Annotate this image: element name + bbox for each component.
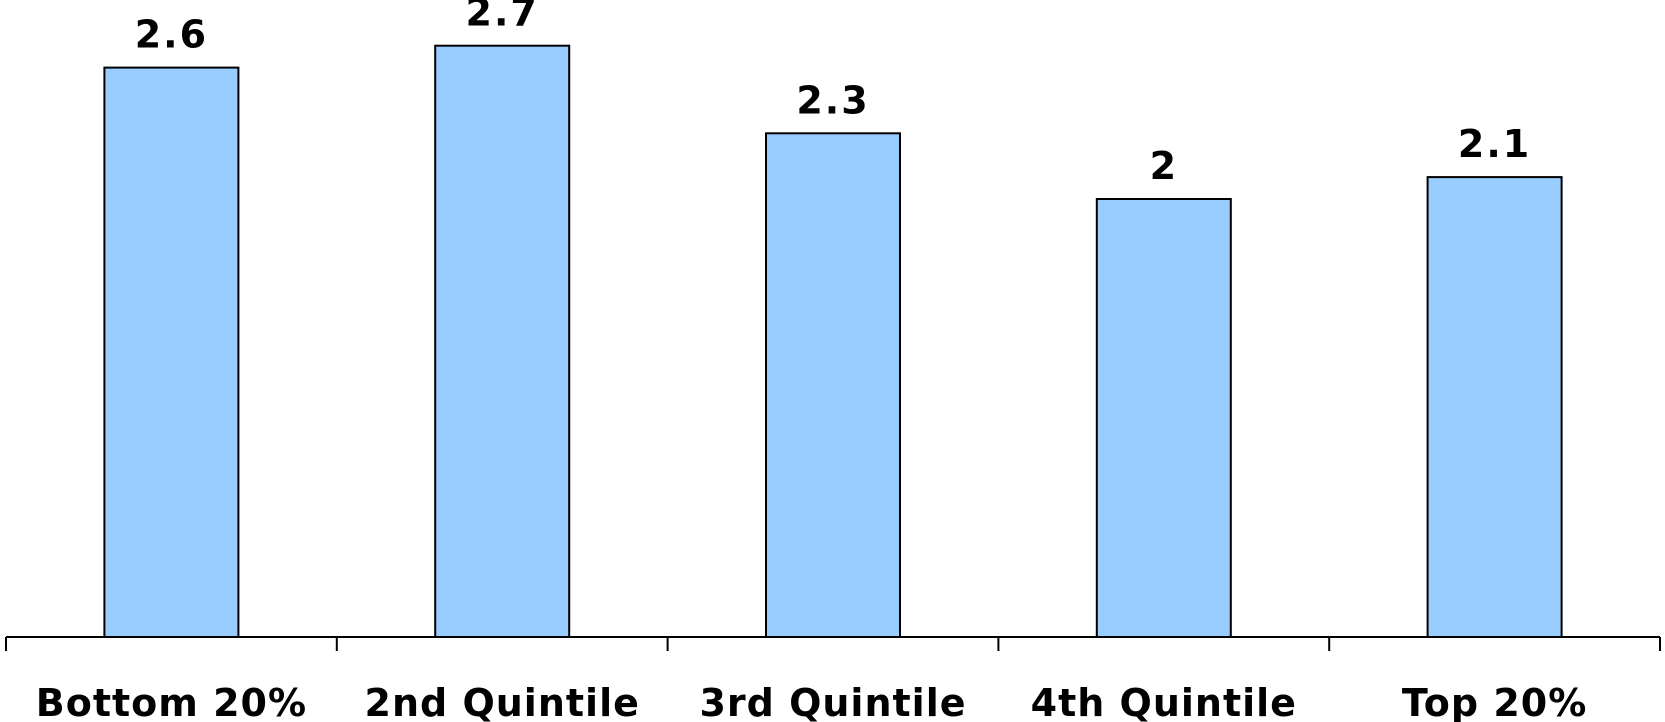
bar-value-label: 2.7 xyxy=(466,0,539,35)
category-label: 3rd Quintile xyxy=(699,681,966,722)
bar xyxy=(765,132,901,639)
category-label: Top 20% xyxy=(1402,681,1587,722)
x-axis-ticks xyxy=(5,637,1661,651)
value-labels-group: 2.6 2.7 2.3 2 2.1 xyxy=(135,0,1531,188)
bar-value-label: 2.1 xyxy=(1458,122,1531,166)
bar xyxy=(434,44,571,638)
bar xyxy=(103,66,240,639)
category-label: 2nd Quintile xyxy=(365,681,640,722)
category-label: 4th Quintile xyxy=(1031,681,1297,722)
bar-value-label: 2 xyxy=(1150,144,1178,188)
bars-group xyxy=(103,44,1563,639)
bar-value-label: 2.6 xyxy=(135,13,208,57)
category-labels-group: Bottom 20% 2nd Quintile 3rd Quintile 4th Qu… xyxy=(36,681,1587,722)
category-label: Bottom 20% xyxy=(36,681,307,722)
bar xyxy=(1095,198,1232,638)
bar xyxy=(1426,176,1563,638)
bar-value-label: 2.3 xyxy=(796,78,869,122)
